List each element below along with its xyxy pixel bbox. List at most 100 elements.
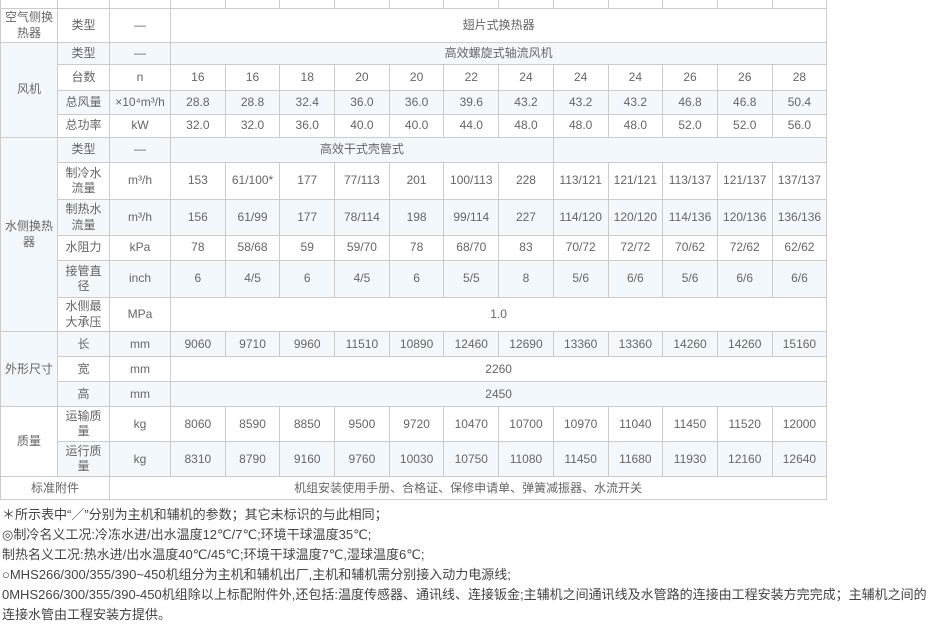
value-cell: 136/136	[771, 199, 828, 237]
param-label-cell: 水侧最大承压	[57, 297, 110, 333]
table-row: 总功率 kW 32.0 32.0 36.0 40.0 40.0 44.0 48.0 48.0 48.…	[1, 114, 828, 139]
value-cell: 120/120	[607, 199, 664, 237]
value-cell: 39.6	[443, 90, 500, 116]
value-cell: 72/62	[716, 235, 773, 262]
value-cell: 4/5	[334, 260, 390, 299]
value-cell: 9710	[224, 331, 281, 358]
value-cell: 40.0	[388, 114, 445, 139]
value-cell: 5/6	[662, 260, 718, 299]
merged-value-cell: 2260	[169, 356, 828, 383]
value-cell: 114/120	[552, 199, 609, 237]
cut-cell	[662, 0, 718, 9]
value-cell: 120/136	[716, 199, 773, 237]
value-cell: 32.4	[279, 90, 336, 116]
value-cell: 11040	[607, 406, 664, 443]
value-cell: 16	[170, 64, 226, 92]
table-row: 总风量 ×10⁴m³/h 28.8 28.8 32.4 36.0 36.0 39.6 43.2 4…	[1, 90, 828, 116]
merged-value-cell: 机组安装使用手册、合格证、保修申请单、弹簧减振器、水流开关	[108, 476, 828, 501]
value-cell: 14260	[662, 331, 718, 358]
merged-value-cell: 高效干式壳管式	[170, 137, 554, 164]
unit-cell: mm	[109, 381, 171, 408]
unit-cell: mm	[109, 356, 171, 383]
value-cell: 26	[662, 64, 718, 92]
value-cell: 36.0	[279, 114, 336, 139]
value-cell: 62/62	[771, 235, 828, 262]
param-label-cell: 宽	[57, 356, 110, 383]
table-row: 标准附件 机组安装使用手册、合格证、保修申请单、弹簧减振器、水流开关	[0, 476, 828, 501]
note-line: 制热名义工况:热水进/出水温度40℃/45℃;环境干球温度7℃,湿球温度6℃;	[2, 547, 425, 563]
value-cell: 11930	[662, 441, 718, 478]
table-row: 接管直径 inch 6 4/5 6 4/5 6 5/5 8 5/6 6/6 5/6 6/6 6/6	[1, 260, 828, 299]
value-cell: 153	[170, 162, 226, 201]
value-cell: 12690	[498, 331, 554, 358]
value-cell: 6/6	[716, 260, 773, 299]
unit-cell: kg	[109, 441, 171, 478]
value-cell: 61/100*	[224, 162, 281, 201]
value-cell: 9060	[170, 331, 226, 358]
value-cell: 48.0	[552, 114, 609, 139]
value-cell: 114/136	[662, 199, 718, 237]
value-cell: 10890	[388, 331, 445, 358]
table-row: 宽 mm 2260	[1, 356, 828, 383]
value-cell: 48.0	[498, 114, 554, 139]
value-cell: 113/121	[552, 162, 609, 201]
value-cell: 12460	[443, 331, 500, 358]
merged-value-cell: 高效螺旋式轴流风机	[169, 42, 828, 66]
table-row: 水阻力 kPa 78 58/68 59 59/70 78 68/70 83 70/72 72/72 7…	[1, 235, 828, 262]
cut-cell	[170, 0, 226, 9]
param-label-cell: 长	[57, 331, 110, 358]
merged-value-cell: 2450	[169, 381, 828, 408]
value-cell: 8850	[279, 406, 336, 443]
value-cell: 14260	[716, 331, 773, 358]
value-cell: 177	[279, 199, 336, 237]
value-cell: 28	[771, 64, 828, 92]
cut-cell	[716, 0, 773, 9]
value-cell: 43.2	[498, 90, 554, 116]
value-cell: 24	[552, 64, 609, 92]
unit-cell: —	[109, 7, 171, 44]
value-cell: 15160	[771, 331, 828, 358]
category-cell: 空气侧换热器	[0, 7, 58, 44]
value-cell: 8060	[170, 406, 226, 443]
value-cell: 32.0	[224, 114, 281, 139]
param-label-cell: 高	[57, 381, 110, 408]
category-cell: 风机	[0, 42, 58, 139]
value-cell: 121/121	[607, 162, 664, 201]
cut-cell	[552, 0, 609, 9]
value-cell: 58/68	[224, 235, 281, 262]
value-cell: 18	[279, 64, 336, 92]
value-cell: 10970	[552, 406, 609, 443]
table-row: 制冷水流量 m³/h 153 61/100* 177 77/113 201 100/113 22…	[1, 162, 828, 201]
value-cell: 6/6	[607, 260, 664, 299]
table-row: 高 mm 2450	[1, 381, 828, 408]
value-cell: 11450	[552, 441, 609, 478]
merged-value-cell: 1.0	[169, 297, 828, 333]
table-row: 台数 n 16 16 18 20 20 22 24 24 24 26 26 28	[1, 64, 828, 92]
value-cell: 9760	[334, 441, 390, 478]
value-cell: 8	[498, 260, 554, 299]
category-cell: 质量	[0, 406, 58, 478]
value-cell: 5/6	[552, 260, 609, 299]
value-cell: 8310	[170, 441, 226, 478]
table-row: 水侧最大承压 MPa 1.0	[1, 297, 828, 333]
value-cell: 9500	[334, 406, 390, 443]
param-label-cell: 类型	[57, 7, 110, 44]
value-cell: 227	[498, 199, 554, 237]
value-cell: 10700	[498, 406, 554, 443]
value-cell: 12640	[771, 441, 828, 478]
value-cell: 10470	[443, 406, 500, 443]
value-cell: 52.0	[716, 114, 773, 139]
value-cell: 59	[279, 235, 336, 262]
param-label-cell: 制冷水流量	[57, 162, 110, 201]
value-cell: 177	[279, 162, 336, 201]
cut-cell	[279, 0, 336, 9]
value-cell: 24	[607, 64, 664, 92]
merged-value-cell: 翅片式换热器	[169, 7, 828, 44]
value-cell: 9160	[279, 441, 336, 478]
value-cell: 6/6	[771, 260, 828, 299]
value-cell: 201	[388, 162, 445, 201]
table-row: 制热水流量 m³/h 156 61/99 177 78/114 198 99/114 227 11…	[1, 199, 828, 237]
unit-cell: n	[109, 64, 171, 92]
value-cell: 8590	[224, 406, 281, 443]
value-cell: 113/137	[662, 162, 718, 201]
